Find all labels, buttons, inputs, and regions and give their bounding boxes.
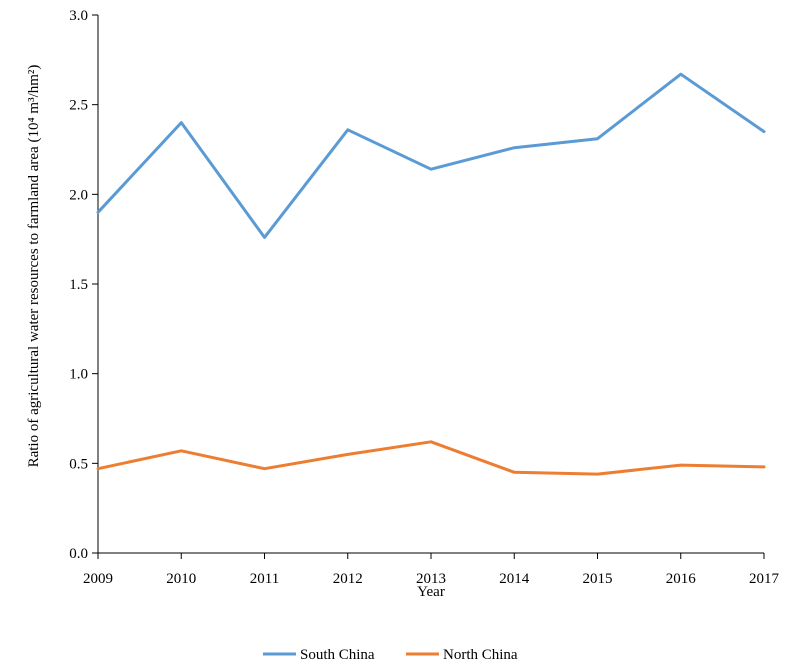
y-tick-label: 1.0 [69,367,88,383]
x-tick-label: 2011 [250,571,279,587]
series-group [96,72,766,476]
y-tick-label: 2.5 [69,98,88,114]
x-ticks: 2009 2010 2011 2012 2013 2014 2015 2016 2017 [83,553,780,587]
y-tick-label: 1.5 [69,277,88,293]
legend-label-south-china: South China [300,647,375,663]
x-tick-label: 2017 [749,571,780,587]
y-tick-label: 0.0 [69,546,88,562]
axes: 0.00.51.01.52.02.53.0 2009 2010 2011 2012 20… [69,8,779,587]
x-tick-label: 2015 [583,571,613,587]
x-axis-title: Year [417,584,445,600]
y-tick-label: 0.5 [69,456,88,472]
x-tick-label: 2016 [666,571,697,587]
y-tick-label: 3.0 [69,8,88,24]
y-tick-label: 2.0 [69,187,88,203]
series-line-north-china [96,440,766,476]
y-ticks: 0.0 0.5 1.0 1.5 2.0 2.5 3.0 [69,8,98,562]
legend-label-north-china: North China [443,647,518,663]
x-tick-label: 2014 [499,571,530,587]
x-tick-label: 2012 [333,571,363,587]
x-tick-label: 2009 [83,571,113,587]
x-tick-label: 2010 [166,571,196,587]
x-tick-label: 2013 [416,571,446,587]
y-axis-title: Ratio of agricultural water resources to… [26,65,42,468]
legend: South China North China [263,647,518,663]
series-line-south-china [96,72,766,239]
